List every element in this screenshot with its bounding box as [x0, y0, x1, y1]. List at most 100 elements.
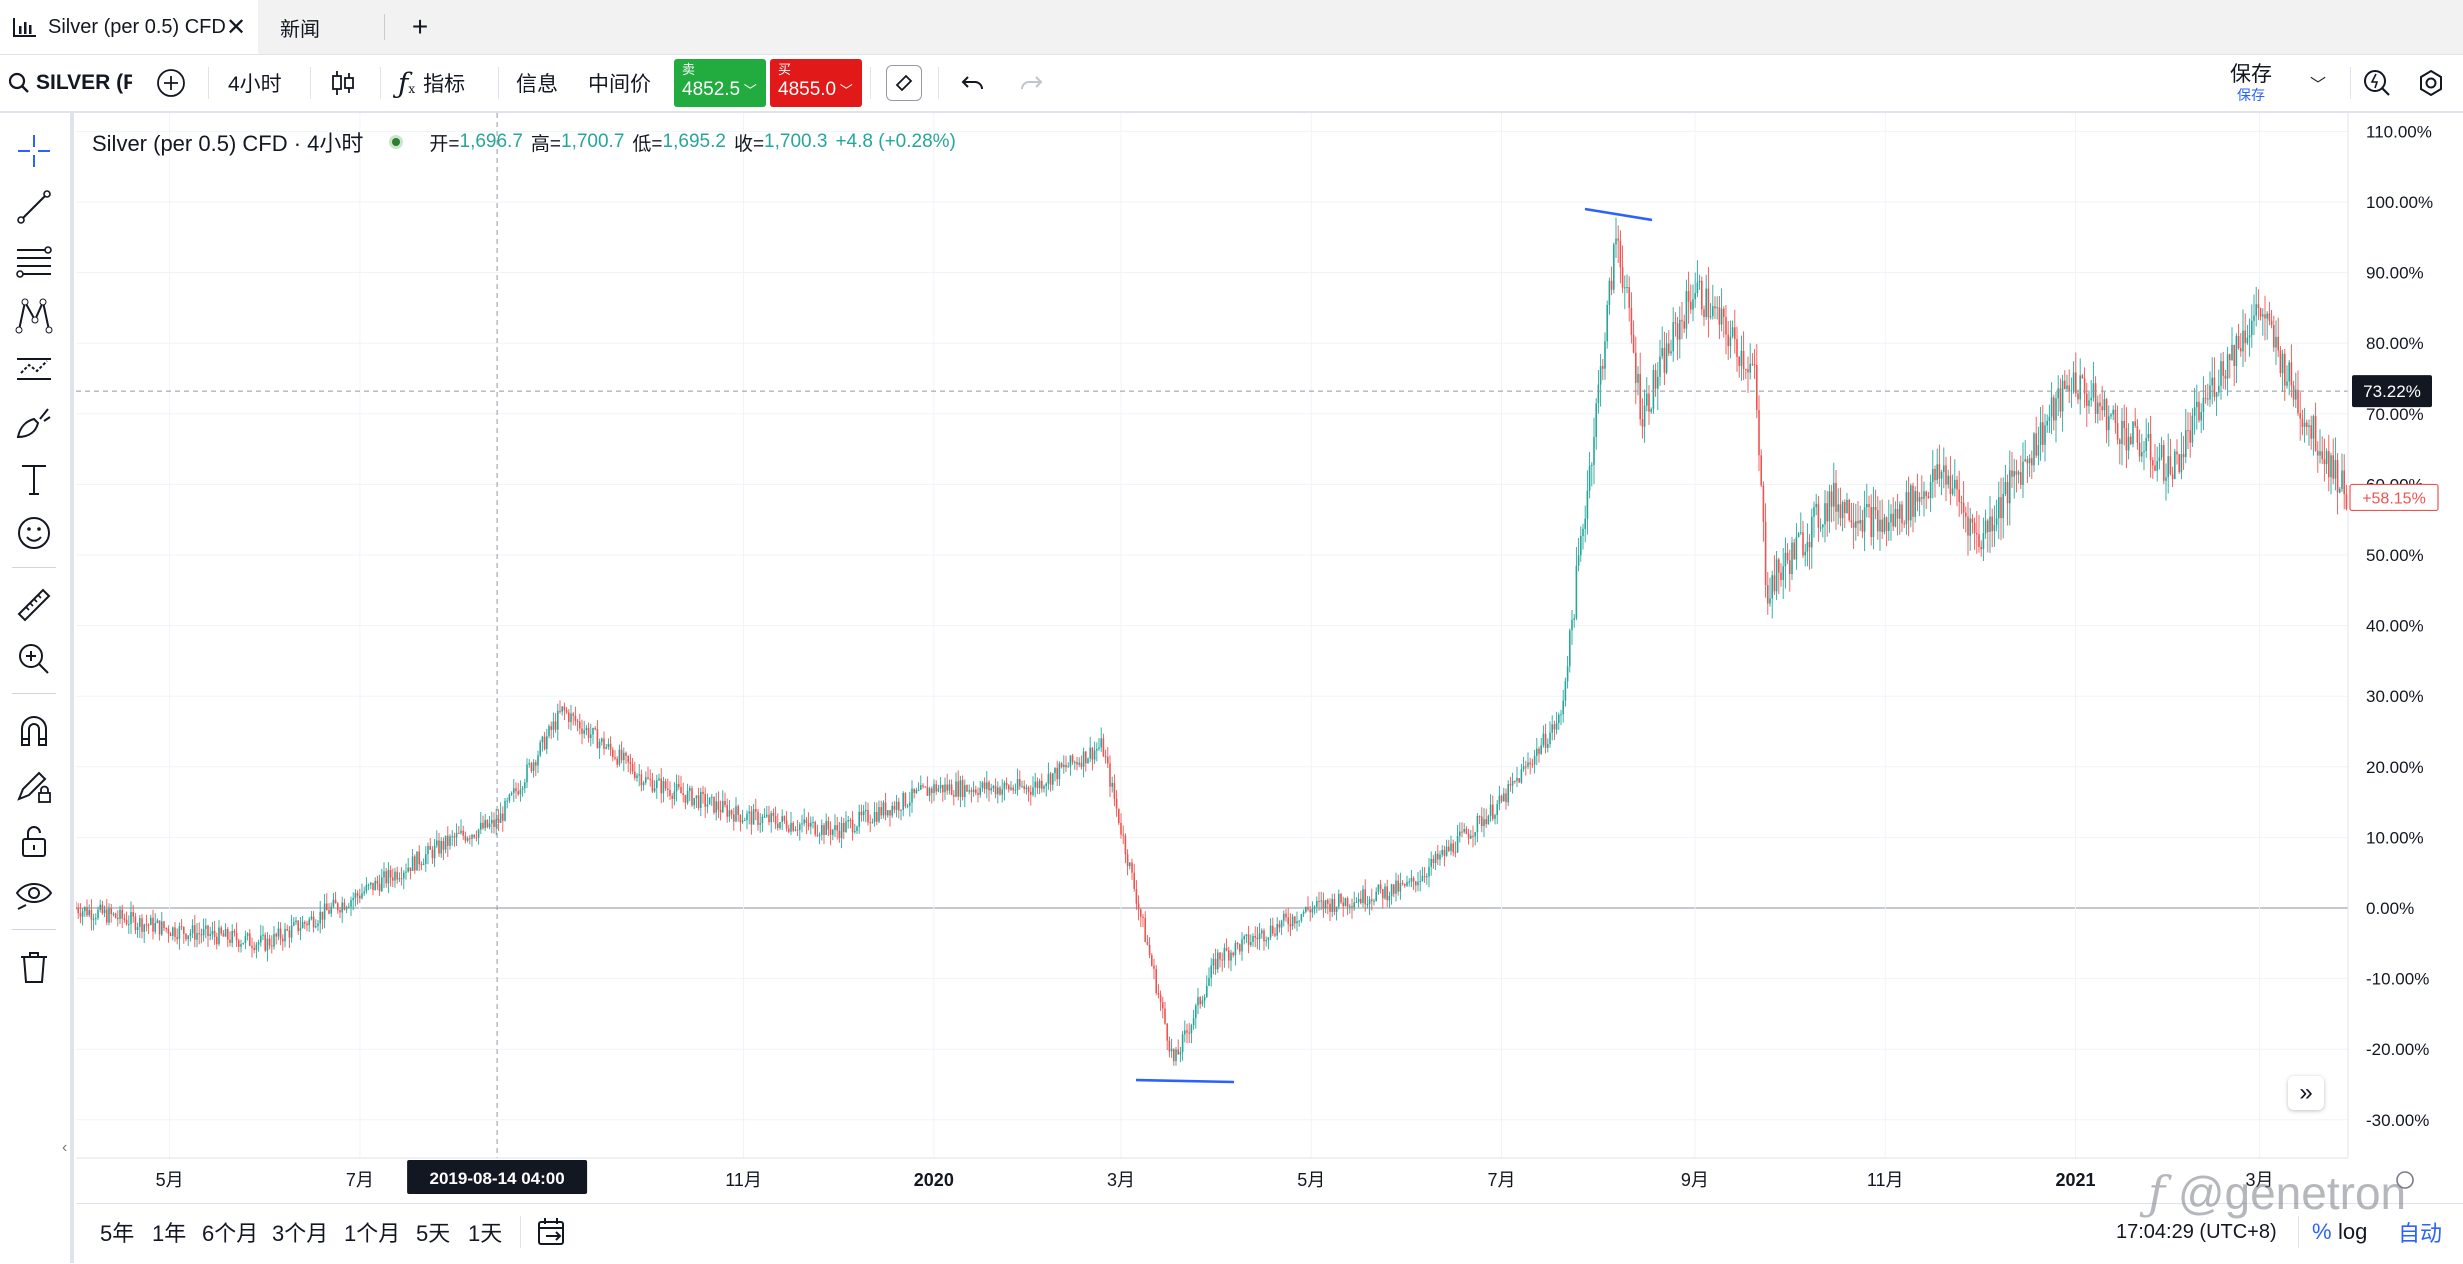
save-menu-button[interactable]: ﹀: [2310, 55, 2326, 111]
toolbar-divider: [870, 67, 871, 99]
lock-all-tool[interactable]: [10, 817, 58, 865]
candle-body: [741, 820, 744, 823]
compare-button[interactable]: [156, 55, 192, 111]
candle-body: [647, 777, 649, 779]
legend-title[interactable]: Silver (per 0.5) CFD · 4小时: [92, 131, 364, 156]
range-3m-button[interactable]: 3个月: [272, 1221, 329, 1246]
candle-body: [2088, 400, 2090, 406]
candle-body: [1533, 755, 1536, 765]
candle-body: [893, 805, 896, 810]
candle-body: [1445, 846, 1448, 856]
new-tab-button[interactable]: +: [400, 0, 440, 54]
candle-body: [76, 908, 77, 909]
emoji-tool[interactable]: [10, 509, 58, 557]
candle-body: [1802, 532, 1804, 556]
watermark-text: @genetron: [2177, 1167, 2407, 1219]
candle-body: [682, 793, 684, 795]
lock-drawing-mode-tool[interactable]: [10, 763, 58, 811]
settings-button[interactable]: [2416, 55, 2446, 111]
candle-body: [860, 811, 863, 816]
buy-button[interactable]: 买 4855.0 ﹀: [770, 59, 862, 107]
candle-body: [251, 945, 253, 948]
hide-drawings-tool[interactable]: [10, 871, 58, 919]
candle-body: [990, 788, 992, 791]
mid-price-button[interactable]: 中间价: [588, 73, 651, 96]
candle-body: [2163, 445, 2165, 481]
candle-body: [2116, 423, 2119, 440]
log-scale-button[interactable]: log: [2338, 1219, 2368, 1244]
candle-body: [928, 788, 931, 796]
candle-body: [1965, 512, 1967, 517]
symbol-search[interactable]: SILVER (P: [8, 55, 132, 111]
quick-search-button[interactable]: [2362, 55, 2392, 111]
range-6m-button[interactable]: 6个月: [202, 1221, 259, 1246]
candle-body: [2176, 451, 2178, 455]
range-1y-button[interactable]: 1年: [152, 1221, 187, 1246]
candle-body: [706, 804, 709, 807]
candle-body: [2191, 415, 2194, 443]
undo-button[interactable]: [960, 55, 986, 111]
interval-button[interactable]: 4小时: [228, 73, 282, 96]
price-chart[interactable]: 110.00%100.00%90.00%80.00%70.00%60.00%50…: [76, 113, 2463, 1263]
range-1d-button[interactable]: 1天: [468, 1221, 503, 1246]
candle-body: [1868, 504, 1870, 507]
candle-body: [1588, 465, 1591, 491]
range-1m-button[interactable]: 1个月: [344, 1221, 401, 1246]
chart-type-button[interactable]: [330, 55, 356, 111]
redo-button[interactable]: [1018, 55, 1044, 111]
candle-body: [1837, 504, 1839, 512]
candle-body: [1463, 828, 1465, 832]
candle-body: [1087, 758, 1089, 764]
indicators-button[interactable]: ƒx 指标: [398, 55, 465, 111]
candle-body: [986, 782, 988, 790]
tab-chart[interactable]: Silver (per 0.5) CFD ✕: [0, 0, 258, 54]
candle-body: [999, 787, 1001, 795]
tab-news[interactable]: 新闻: [258, 0, 384, 54]
brush-tool[interactable]: [10, 399, 58, 447]
candle-body: [1192, 1018, 1195, 1025]
candle-body: [2235, 335, 2238, 366]
candle-body: [1243, 936, 1245, 940]
candle-body: [532, 762, 535, 771]
candle-body: [1318, 901, 1320, 903]
candle-body: [2171, 474, 2174, 479]
measure-tool[interactable]: [10, 581, 58, 629]
text-tool[interactable]: [10, 455, 58, 503]
candle-body: [612, 749, 614, 758]
candle-body: [953, 794, 955, 797]
fib-tool[interactable]: [10, 237, 58, 285]
candle-body: [92, 918, 95, 920]
close-icon[interactable]: ✕: [226, 13, 247, 41]
magnet-tool[interactable]: [10, 707, 58, 755]
goto-date-button[interactable]: [536, 1204, 568, 1260]
candle-body: [1252, 935, 1254, 942]
pattern-tool[interactable]: [10, 291, 58, 339]
collapse-toolbar-button[interactable]: ‹: [62, 1139, 67, 1157]
range-5y-button[interactable]: 5年: [100, 1221, 135, 1246]
clock-time[interactable]: 17:04:29 (UTC+8): [2116, 1220, 2277, 1243]
auto-scale-button[interactable]: 自动: [2398, 1221, 2443, 1246]
trend-line-tool[interactable]: [10, 183, 58, 231]
replay-button[interactable]: [886, 55, 922, 111]
candle-body: [1705, 288, 1707, 318]
candle-body: [878, 807, 880, 822]
range-5d-button[interactable]: 5天: [416, 1221, 451, 1246]
candle-body: [1525, 766, 1527, 768]
percent-scale-button[interactable]: %: [2312, 1219, 2332, 1244]
remove-drawings-tool[interactable]: [10, 943, 58, 991]
save-button[interactable]: 保存 保存: [2230, 55, 2272, 111]
candle-body: [134, 916, 137, 931]
crosshair-price-tag-bg: [2352, 375, 2432, 408]
projection-tool[interactable]: [10, 345, 58, 393]
info-button[interactable]: 信息: [516, 73, 558, 96]
sell-button[interactable]: 卖 4852.5 ﹀: [674, 59, 766, 107]
scroll-to-realtime-button[interactable]: »: [2288, 1076, 2324, 1110]
candle-body: [1991, 516, 1993, 532]
zoom-tool[interactable]: [10, 635, 58, 683]
candle-body: [376, 880, 379, 884]
crosshair-tool[interactable]: [10, 127, 58, 175]
undo-icon: [961, 76, 983, 90]
candle-body: [1199, 997, 1201, 1005]
double-chevron-right-icon: »: [2299, 1079, 2313, 1106]
candle-body: [1848, 499, 1850, 521]
